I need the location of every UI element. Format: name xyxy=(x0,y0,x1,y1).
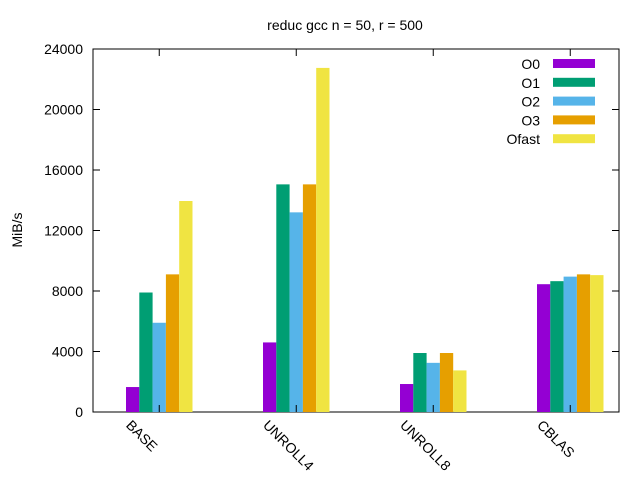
legend-label: O2 xyxy=(521,94,540,110)
y-axis-label: MiB/s xyxy=(9,213,25,248)
bar-cblas-o0 xyxy=(537,284,551,412)
legend-swatch xyxy=(553,134,595,144)
legend-swatch xyxy=(553,96,595,106)
legend-label: O3 xyxy=(521,112,540,128)
bar-unroll4-o0 xyxy=(263,342,277,412)
x-tick-label: CBLAS xyxy=(534,417,578,461)
bar-base-o3 xyxy=(165,274,180,412)
legend-swatch xyxy=(553,115,595,125)
y-tick-label: 20000 xyxy=(44,102,83,118)
legend-label: O0 xyxy=(521,56,540,72)
y-tick-label: 16000 xyxy=(44,162,83,178)
bar-cblas-o1 xyxy=(550,281,564,412)
bar-unroll4-o2 xyxy=(289,212,303,412)
bar-unroll8-ofast xyxy=(453,370,467,412)
bar-base-ofast xyxy=(179,201,193,412)
bar-unroll8-o2 xyxy=(426,362,440,412)
legend-label: Ofast xyxy=(507,131,541,147)
bar-base-o1 xyxy=(139,292,153,412)
legend-label: O1 xyxy=(521,75,540,91)
bar-base-o0 xyxy=(126,387,140,412)
chart-title: reduc gcc n = 50, r = 500 xyxy=(267,17,423,33)
bar-cblas-o2 xyxy=(563,276,577,412)
x-tick-label: UNROLL4 xyxy=(260,417,317,474)
x-tick-label: BASE xyxy=(123,417,161,455)
y-tick-label: 0 xyxy=(75,404,83,420)
bar-unroll8-o0 xyxy=(400,384,414,412)
y-tick-label: 4000 xyxy=(52,344,83,360)
bar-unroll8-o3 xyxy=(439,353,454,412)
legend-swatch xyxy=(553,59,595,68)
bar-cblas-o3 xyxy=(576,274,591,412)
bar-cblas-ofast xyxy=(590,275,604,412)
x-tick-label: UNROLL8 xyxy=(397,417,454,474)
y-tick-label: 12000 xyxy=(44,223,83,239)
bar-base-o2 xyxy=(152,322,166,412)
y-tick-label: 24000 xyxy=(44,41,83,57)
bar-unroll4-o3 xyxy=(302,184,317,412)
legend-swatch xyxy=(553,77,595,87)
legend: O0 O1 O2 O3 Ofast xyxy=(507,56,595,147)
bar-unroll8-o1 xyxy=(413,353,427,412)
bar-unroll4-o1 xyxy=(276,184,290,412)
bar-unroll4-ofast xyxy=(316,67,330,412)
y-tick-label: 8000 xyxy=(52,283,83,299)
